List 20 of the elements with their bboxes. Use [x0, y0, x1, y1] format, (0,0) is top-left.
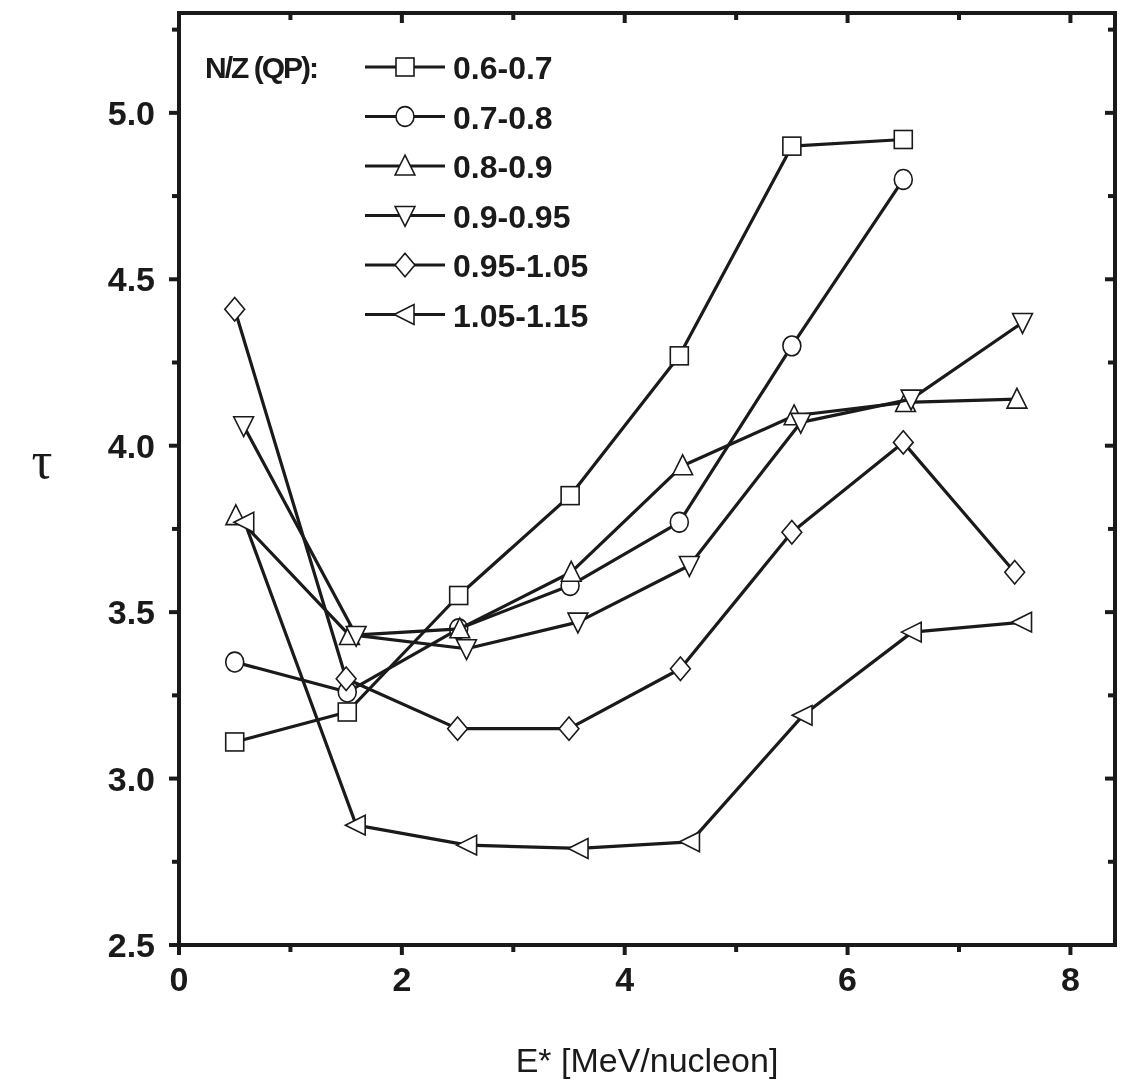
legend-label: 0.6-0.7: [453, 50, 553, 86]
legend-label: 0.8-0.9: [453, 149, 553, 185]
legend-title: N/Z (QP):: [205, 51, 317, 84]
legend-label: 0.7-0.8: [453, 99, 553, 136]
y-axis-title: τ: [31, 432, 53, 489]
y-tick-label: 2.5: [107, 926, 155, 964]
y-tick-label: 4.5: [107, 260, 155, 299]
y-tick-label: 3.5: [107, 593, 155, 632]
x-tick-label: 0: [169, 960, 189, 998]
legend-label: 0.95-1.05: [453, 248, 589, 284]
legend-label: 0.9-0.95: [453, 198, 571, 235]
y-tick-label: 4.0: [107, 426, 155, 465]
legend-label: 1.05-1.15: [453, 297, 589, 334]
x-tick-label: 2: [392, 960, 412, 998]
x-tick-label: 6: [838, 960, 858, 998]
x-axis-title: E* [MeV/nucleon]: [515, 1041, 779, 1079]
y-tick-label: 3.0: [107, 759, 155, 798]
x-tick-label: 8: [1060, 960, 1080, 998]
y-tick-label: 5.0: [107, 93, 155, 132]
x-tick-label: 4: [615, 960, 635, 998]
